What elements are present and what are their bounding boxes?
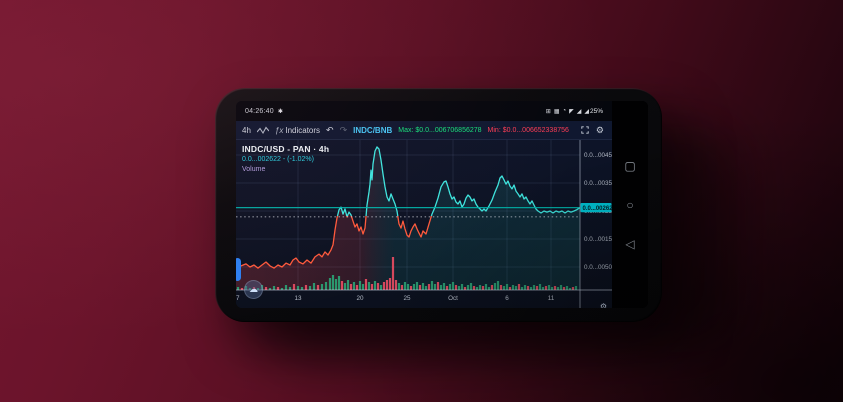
trading-app: 04:26:40 ✱ ⊞ ▦ ◔ ◤ ◢ ◢ 25% 4h ƒx Indicators ↶ [236, 101, 617, 308]
notification-icon: ✱ [277, 108, 283, 115]
x-axis-tick: 25 [403, 295, 411, 302]
drawing-drawer-handle[interactable] [236, 258, 241, 281]
android-navbar: ▢ ○ ◁ [612, 101, 648, 308]
fx-icon: ƒx [274, 125, 284, 135]
toolbar-right-group: ⚙ [581, 121, 606, 139]
fullscreen-icon[interactable] [581, 121, 589, 139]
signal-1-icon: ◢ [576, 108, 582, 115]
clock: 04:26:40 [245, 107, 274, 115]
nav-back-button[interactable]: ◁ [625, 236, 635, 251]
axes [236, 140, 612, 308]
x-axis-tick: 20 [356, 295, 364, 302]
sim-grid-icon: ▦ [553, 108, 560, 115]
current-price-tag: 0.0...002622 [580, 203, 617, 213]
x-axis-tick: 13 [294, 295, 302, 302]
chart-toolbar: 4h ƒx Indicators ↶ ↷ INDC/BNB Max: $0.0.… [236, 121, 612, 140]
x-axis-tick: 11 [548, 295, 555, 302]
price-line-series [236, 146, 580, 269]
signal-2-icon: ◢ [584, 108, 589, 115]
symbol-selector[interactable]: INDC/BNB [353, 125, 393, 135]
redo-button[interactable]: ↷ [339, 124, 348, 135]
volume-bars [236, 257, 578, 290]
settings-gear-icon[interactable]: ⚙ [595, 124, 604, 135]
x-axis-tick: 7 [236, 295, 240, 302]
indicators-button[interactable]: ƒx Indicators [275, 126, 320, 135]
screenshot-icon: ⊞ [545, 108, 551, 115]
wifi-icon: ◤ [569, 108, 574, 115]
status-bar: 04:26:40 ✱ ⊞ ▦ ◔ ◤ ◢ ◢ 25% [236, 101, 612, 121]
nav-home-button[interactable]: ○ [626, 197, 634, 212]
phone: 04:26:40 ✱ ⊞ ▦ ◔ ◤ ◢ ◢ 25% 4h ƒx Indicators ↶ [215, 88, 662, 322]
cloud-icon: ☁ [249, 284, 258, 294]
interval-button[interactable]: 4h [242, 125, 251, 135]
phone-screen: 04:26:40 ✱ ⊞ ▦ ◔ ◤ ◢ ◢ 25% 4h ƒx Indicators ↶ [236, 101, 648, 308]
price-chart-svg: 0.0...004500.0...003500.0...002500.0...0… [236, 140, 617, 308]
reference-lines [236, 207, 580, 218]
current-price-label: 0.0...002622 [583, 206, 613, 212]
statusbar-icons: ⊞ ▦ ◔ ◤ ◢ ◢ [546, 108, 589, 115]
x-axis-tick: Oct [448, 295, 458, 302]
chart-area[interactable]: INDC/USD - PAN · 4h 0.0...002622 - (-1.0… [236, 140, 617, 308]
undo-button[interactable]: ↶ [326, 124, 334, 135]
axis-settings-gear-icon[interactable]: ⚙ [599, 302, 607, 308]
session-min-value: Min: $0.0...006652338756 [487, 126, 569, 134]
nav-recents-button[interactable]: ▢ [624, 158, 636, 173]
y-axis-tick: 0.0...0050 [584, 264, 612, 271]
session-max-value: Max: $0.0...006706856278 [398, 126, 482, 134]
battery-level: 25% [589, 107, 603, 115]
chart-style-icon[interactable] [256, 126, 269, 135]
area-fill [236, 146, 580, 290]
indicators-label: Indicators [285, 125, 321, 135]
cloud-snapshot-button[interactable]: ☁ [244, 280, 263, 299]
data-saver-icon: ◔ [562, 108, 567, 114]
x-axis-tick: 6 [505, 295, 509, 302]
